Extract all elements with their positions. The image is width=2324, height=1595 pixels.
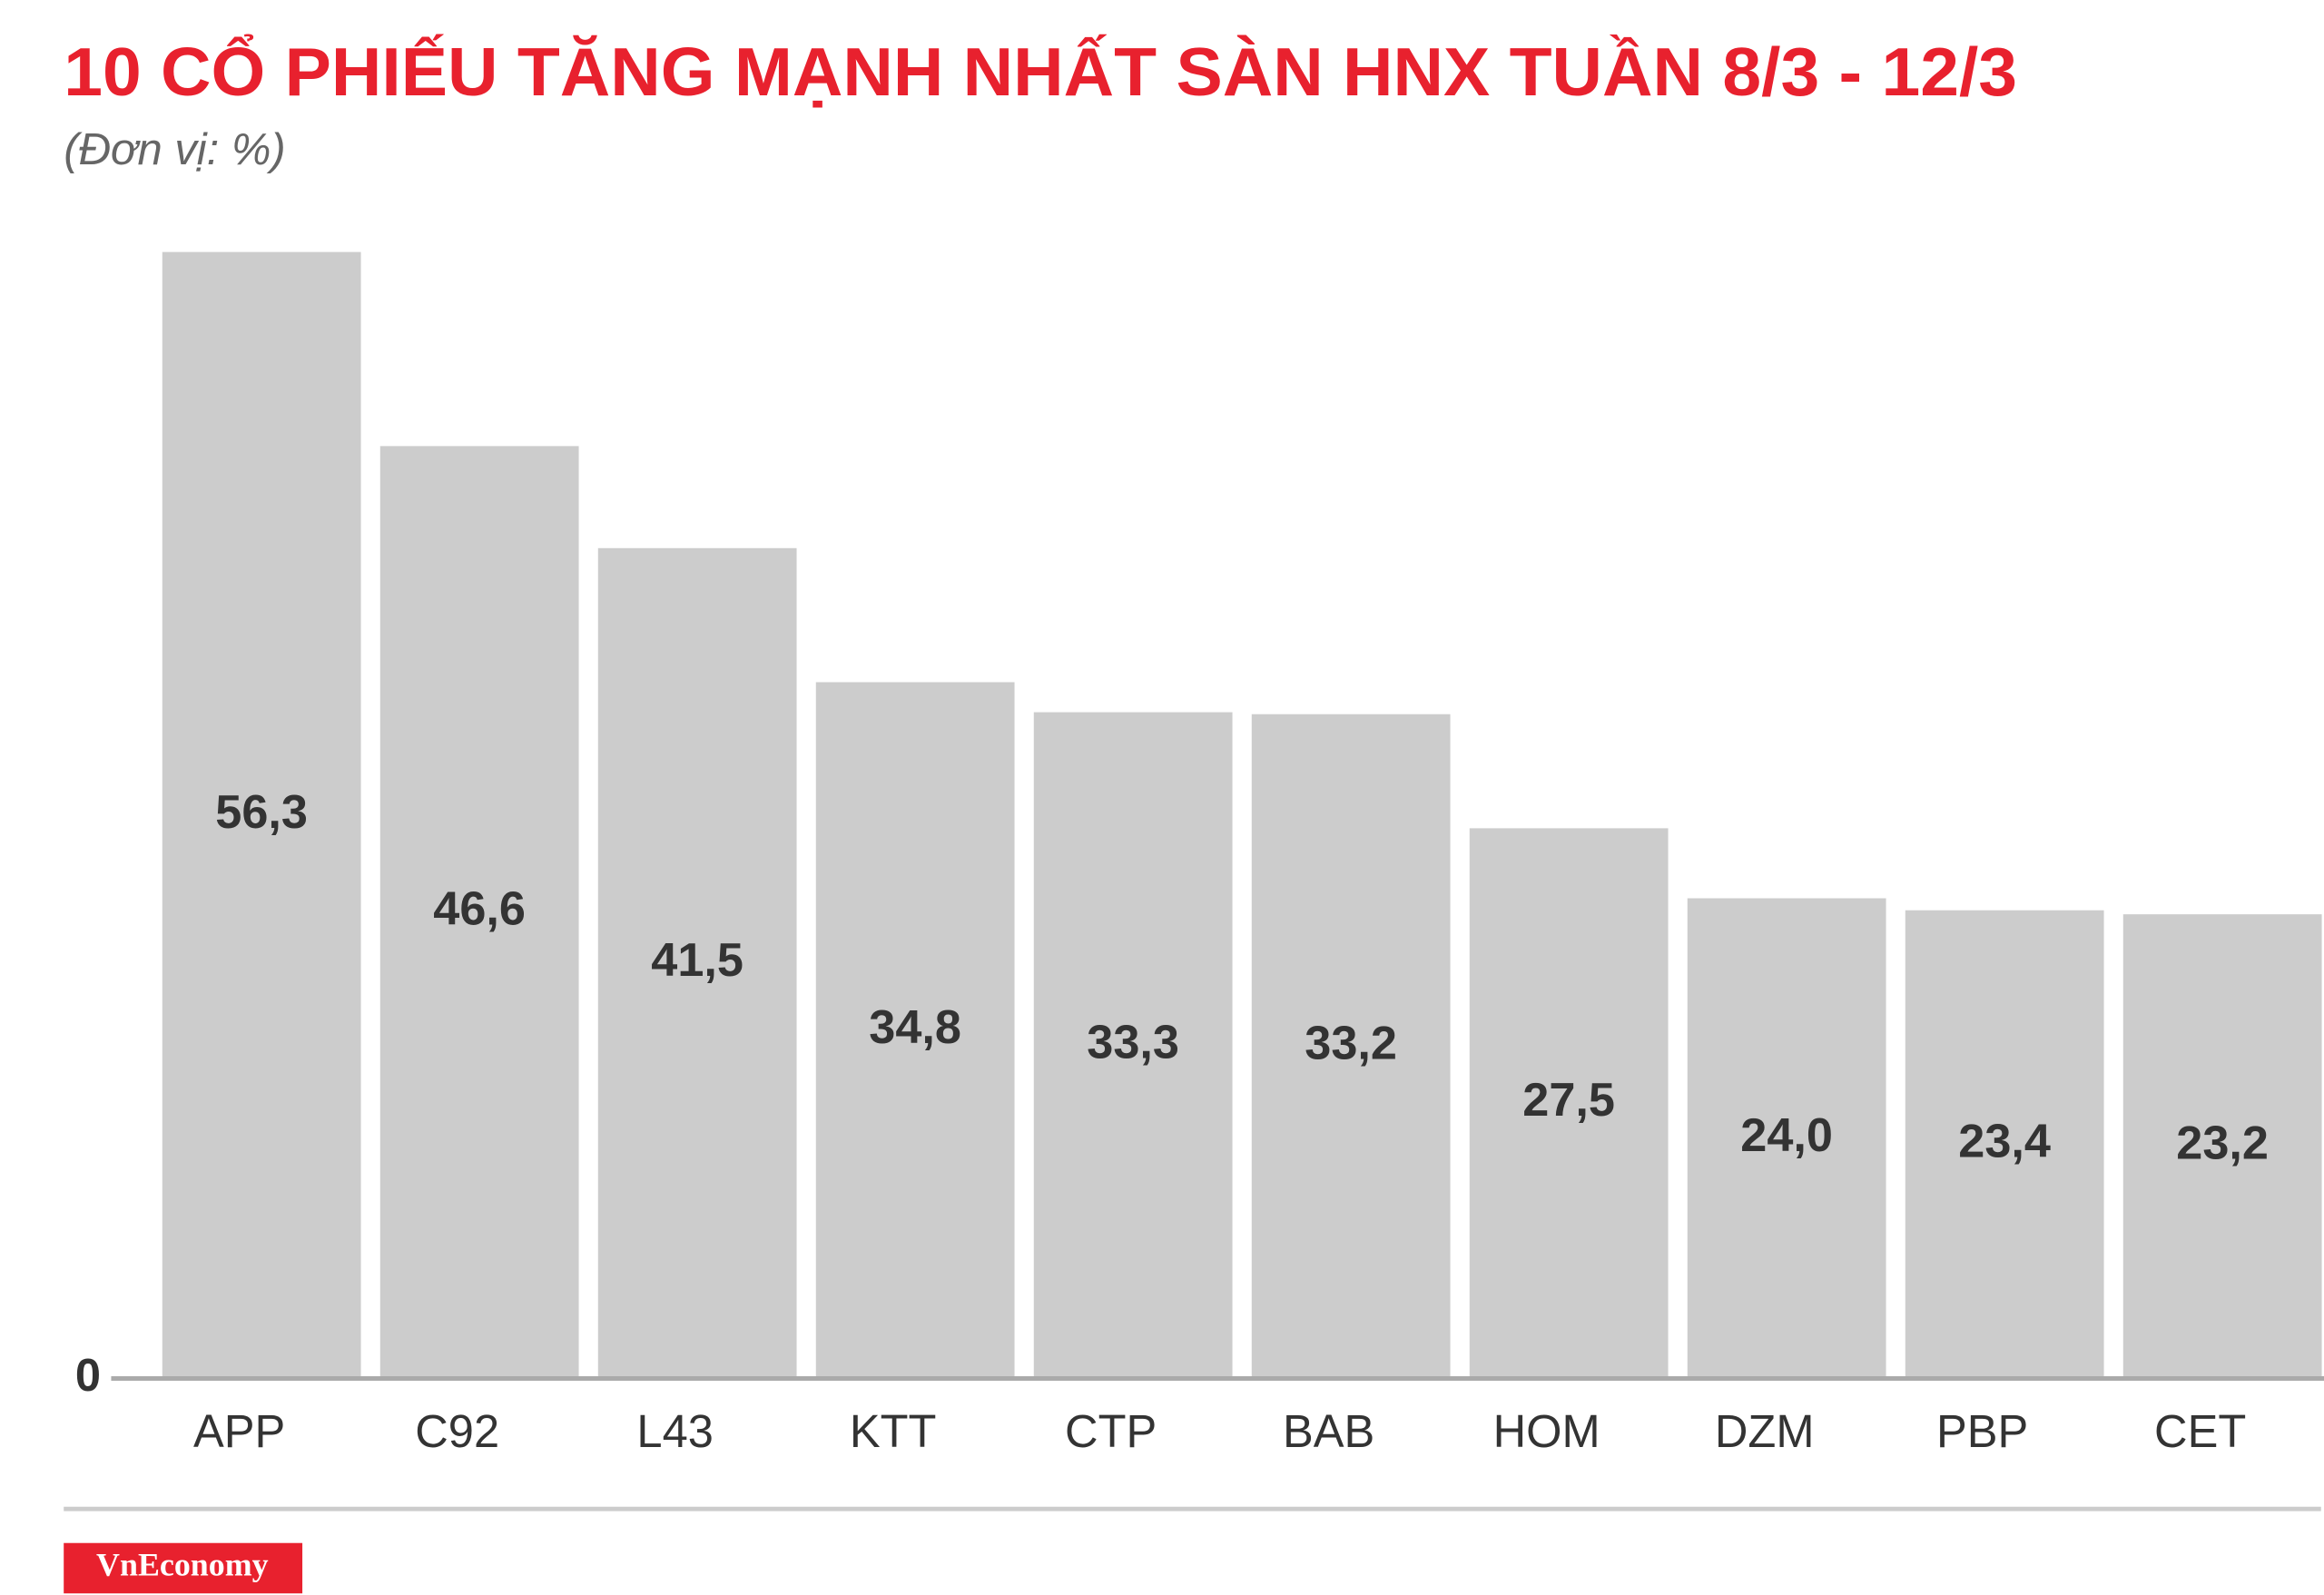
bar xyxy=(815,682,1015,1379)
bar xyxy=(1687,898,1886,1379)
x-tick-label: C92 xyxy=(415,1405,499,1457)
value-label: 56,3 xyxy=(215,786,308,839)
bar xyxy=(1905,910,2104,1379)
x-tick-label: CET xyxy=(2154,1405,2246,1457)
bar xyxy=(597,547,797,1379)
value-label: 46,6 xyxy=(433,883,526,936)
bar xyxy=(379,446,579,1379)
bar xyxy=(2122,914,2322,1379)
brand-box xyxy=(64,1542,303,1594)
bar xyxy=(1033,712,1233,1379)
bar xyxy=(162,251,361,1379)
x-tick-label: BAB xyxy=(1283,1405,1374,1457)
value-label: 27,5 xyxy=(1522,1074,1615,1127)
x-tick-label: CTP xyxy=(1065,1405,1157,1457)
value-label: 23,4 xyxy=(1958,1115,2051,1167)
x-tick-label: DZM xyxy=(1715,1405,1815,1457)
x-tick-label: APP xyxy=(193,1405,285,1457)
value-label: 33,2 xyxy=(1305,1017,1397,1069)
value-label: 23,2 xyxy=(2176,1117,2269,1170)
chart-title: 10 CỔ PHIẾU TĂNG MẠNH NHẤT SÀN HNX TUẦN … xyxy=(64,34,2017,110)
bar xyxy=(1469,828,1669,1379)
y-tick-label: 0 xyxy=(75,1349,101,1401)
value-label: 34,8 xyxy=(869,1001,961,1054)
value-label: 33,3 xyxy=(1087,1016,1179,1068)
bar xyxy=(1251,714,1451,1379)
x-tick-label: HOM xyxy=(1493,1405,1600,1457)
value-label: 41,5 xyxy=(651,934,743,987)
brand: VnEconomy xyxy=(96,1547,269,1583)
chart-subtitle: (Đơn vị: %) xyxy=(64,125,286,174)
x-tick-label: L43 xyxy=(636,1405,713,1457)
x-tick-label: KTT xyxy=(850,1405,937,1457)
value-label: 24,0 xyxy=(1740,1109,1833,1162)
x-tick-label: PBP xyxy=(1936,1405,2028,1457)
